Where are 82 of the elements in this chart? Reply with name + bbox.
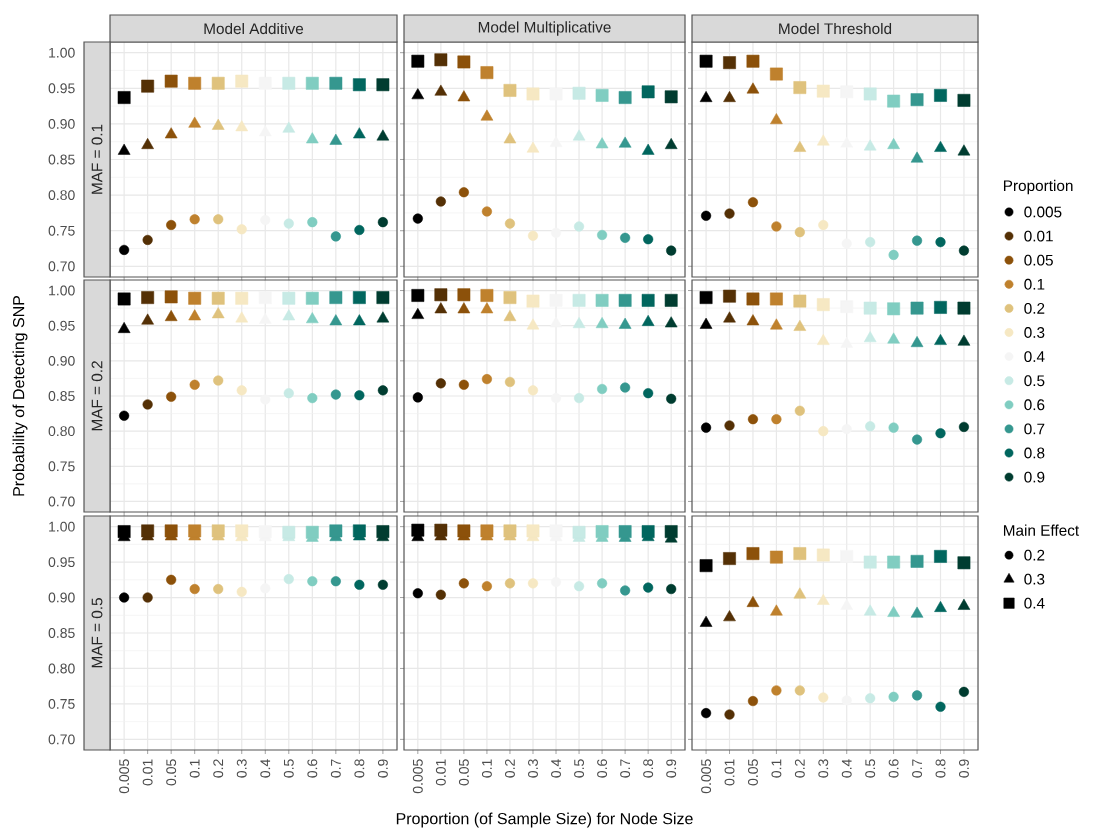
- x-tick-label: 0.4: [841, 759, 852, 778]
- x-tick-label: 0.01: [142, 759, 153, 786]
- chart-title: Model Additive: [204, 22, 304, 35]
- y-tick-label: 0.90: [48, 592, 75, 603]
- legend-title: Proportion: [1003, 179, 1073, 195]
- y-tick-label: 0.90: [48, 355, 75, 366]
- y-tick-label: 0.80: [48, 426, 75, 437]
- x-axis-title: Proportion (of Sample Size) for Node Size: [396, 812, 693, 828]
- x-tick-label: 0.2: [794, 759, 805, 778]
- legend-label: 0.2: [1024, 549, 1045, 561]
- x-tick-label: 0.5: [283, 759, 294, 778]
- y-tick-label: 0.85: [48, 391, 75, 402]
- x-tick-label: 0.2: [213, 759, 224, 778]
- y-tick-label: 1.00: [49, 521, 75, 532]
- category-label: 0.3: [1024, 327, 1045, 338]
- y-tick-label: 0.80: [48, 663, 75, 674]
- category-label: 0.9: [1024, 471, 1045, 483]
- x-tick-label: 0.8: [354, 759, 365, 778]
- x-tick-label: 0.3: [236, 759, 247, 778]
- x-tick-label: 0.05: [166, 759, 177, 786]
- x-tick-label: 0.5: [574, 759, 585, 778]
- y-tick-label: 0.85: [48, 628, 75, 639]
- x-tick-label: 0.005: [412, 759, 423, 794]
- category-label: 0.7: [1024, 423, 1045, 435]
- x-tick-label: 0.4: [260, 759, 271, 778]
- category-label: 0.6: [1024, 399, 1045, 411]
- x-tick-label: 0.2: [505, 759, 515, 778]
- y-tick-label: 0.75: [48, 699, 75, 709]
- category-label: 0.5: [1024, 375, 1045, 387]
- y-tick-label: 1.00: [49, 285, 75, 296]
- x-tick-label: 0.7: [912, 759, 923, 778]
- category-label: 0.005: [1024, 206, 1062, 218]
- x-tick-label: 0.01: [724, 759, 735, 786]
- category-label: 0.01: [1024, 230, 1053, 242]
- y-tick-label: 0.95: [48, 557, 75, 568]
- category-label: 0.8: [1024, 447, 1045, 459]
- y-axis-title: Probability of Detecting SNP: [12, 295, 28, 496]
- x-tick-label: 0.1: [189, 759, 200, 778]
- x-tick-label: 0.1: [771, 759, 782, 778]
- y-tick-label: 0.70: [48, 734, 75, 745]
- y-tick-label: 0.70: [48, 261, 75, 272]
- legend-label: 0.4: [1024, 597, 1045, 609]
- text: MAF = 0.1: [91, 124, 103, 194]
- x-tick-label: 0.8: [935, 759, 946, 778]
- x-tick-label: 0.05: [458, 759, 469, 786]
- category-label: 0.1: [1024, 278, 1045, 290]
- x-tick-label: 0.1: [481, 759, 492, 778]
- category-label: 0.05: [1024, 254, 1053, 266]
- x-tick-label: 0.8: [643, 759, 654, 778]
- category-label: 0.4: [1024, 351, 1045, 363]
- y-tick-label: 0.95: [48, 83, 75, 94]
- category-label: 0.2: [1024, 303, 1045, 314]
- y-tick-label: 0.75: [48, 225, 75, 236]
- x-tick-label: 0.7: [330, 759, 341, 778]
- chart-title: Model Multiplicative: [478, 21, 611, 36]
- x-tick-label: 0.4: [551, 759, 561, 778]
- chart-title: Model Threshold: [779, 22, 892, 35]
- x-tick-label: 0.9: [959, 759, 969, 778]
- legend-title: Main Effect: [1003, 524, 1080, 536]
- x-tick-label: 0.05: [748, 759, 758, 786]
- x-tick-label: 0.6: [597, 759, 608, 778]
- x-tick-label: 0.005: [701, 759, 712, 794]
- x-tick-label: 0.9: [377, 759, 388, 778]
- x-tick-label: 0.005: [119, 759, 130, 794]
- x-tick-label: 0.3: [528, 759, 538, 778]
- y-tick-label: 0.70: [48, 496, 75, 507]
- y-tick-label: 0.75: [48, 461, 75, 472]
- y-tick-label: 0.95: [48, 320, 75, 331]
- x-tick-label: 0.9: [666, 759, 677, 778]
- y-tick-label: 1.00: [49, 47, 75, 58]
- x-tick-label: 0.01: [435, 759, 446, 786]
- x-tick-label: 0.7: [620, 759, 631, 778]
- x-tick-label: 0.3: [818, 759, 829, 778]
- y-tick-label: 0.90: [48, 118, 75, 129]
- legend-label: 0.3: [1024, 573, 1045, 585]
- y-tick-label: 0.80: [48, 190, 75, 201]
- text: MAF = 0.5: [91, 598, 103, 668]
- y-tick-label: 0.85: [48, 154, 75, 165]
- x-tick-label: 0.6: [888, 759, 899, 778]
- x-tick-label: 0.6: [307, 759, 318, 778]
- x-tick-label: 0.5: [865, 759, 876, 778]
- text: MAF = 0.2: [91, 361, 103, 431]
